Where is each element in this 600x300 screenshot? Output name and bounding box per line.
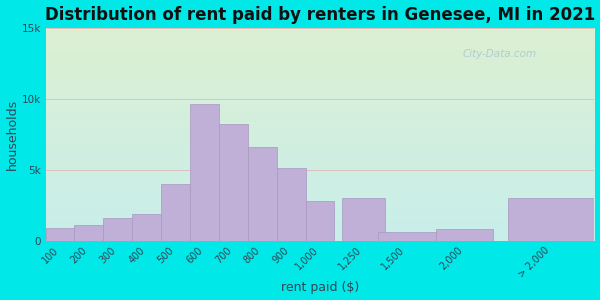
Bar [277,168,305,241]
Title: Distribution of rent paid by renters in Genesee, MI in 2021: Distribution of rent paid by renters in … [45,6,595,24]
Bar [219,124,248,241]
Bar [248,147,277,241]
Bar [103,218,132,241]
Bar [508,198,595,241]
Bar [378,232,436,241]
Bar [132,214,161,241]
Bar [46,228,74,241]
Y-axis label: households: households [5,99,19,170]
X-axis label: rent paid ($): rent paid ($) [281,281,359,294]
Bar [341,198,385,241]
Bar [161,184,190,241]
Bar [74,225,103,241]
Bar [190,104,219,241]
Text: City-Data.com: City-Data.com [463,49,537,59]
Bar [305,201,334,241]
Bar [436,229,493,241]
